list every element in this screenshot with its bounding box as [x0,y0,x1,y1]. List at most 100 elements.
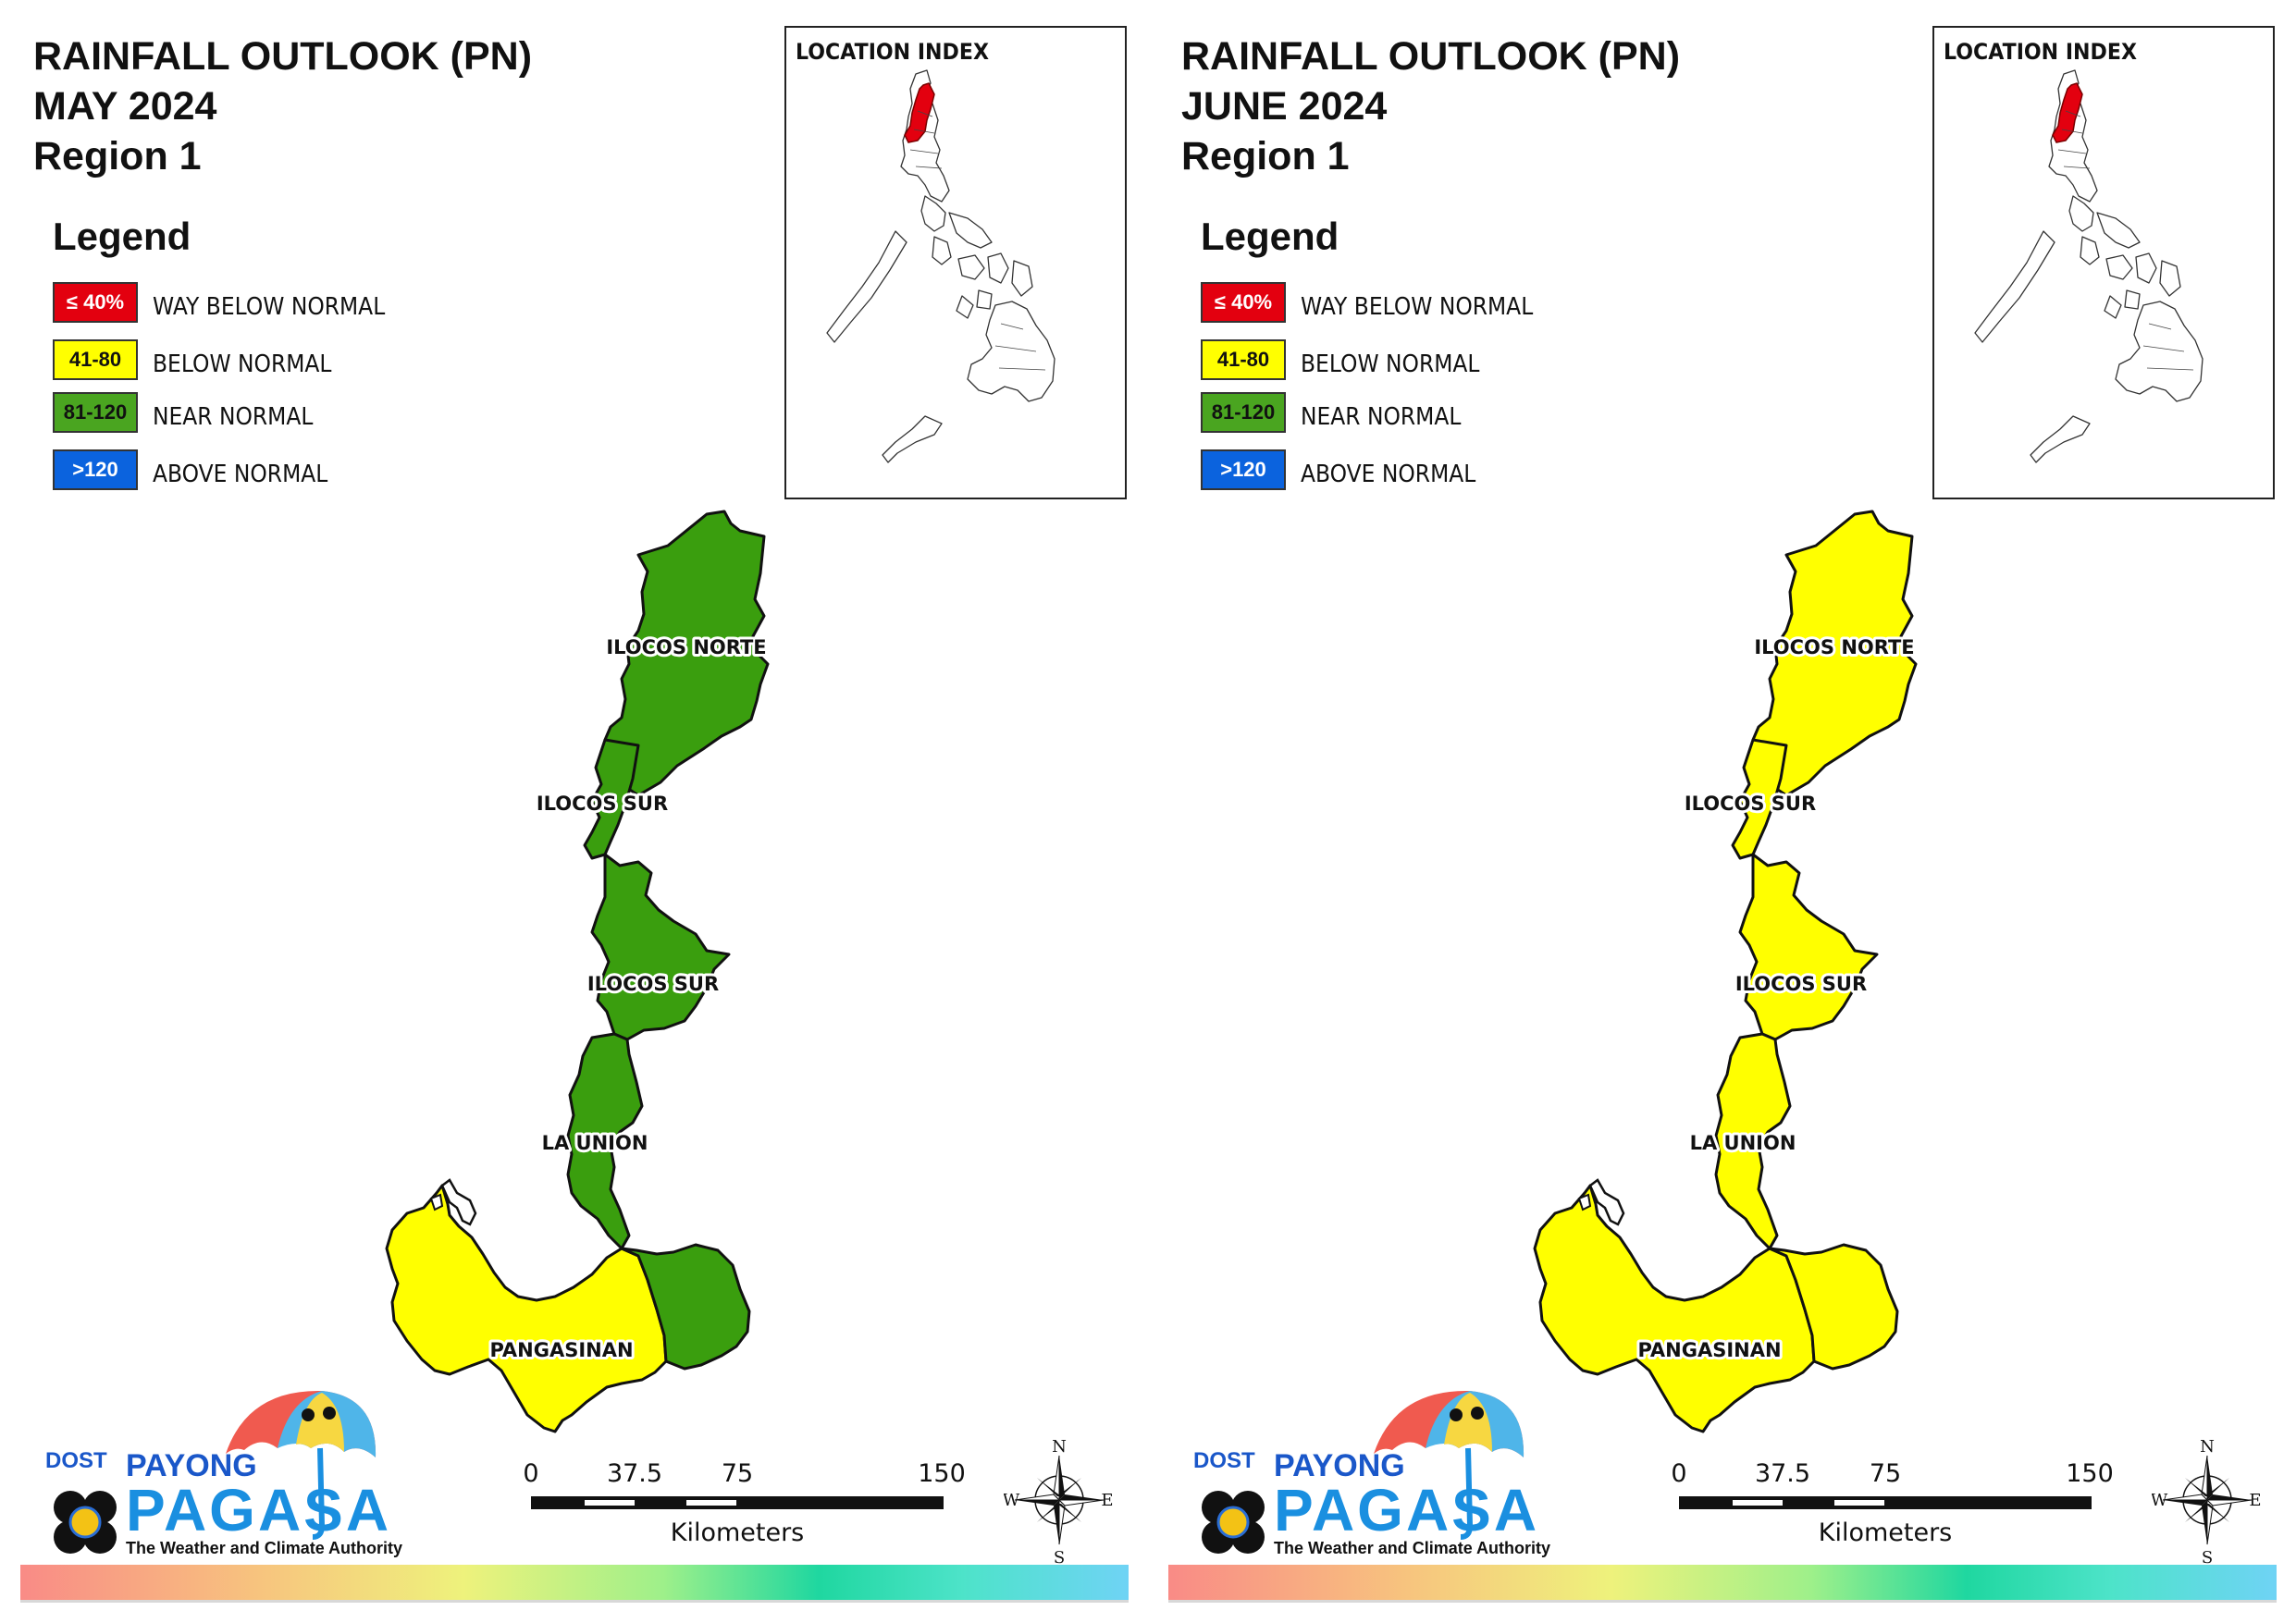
label-pangasinan: PANGASINAN [1637,1339,1781,1361]
legend-label: WAY BELOW NORMAL [153,293,386,321]
outlook-panel-june: RAINFALL OUTLOOK (PN) JUNE 2024 Region 1… [1148,0,2296,1623]
compass-w: W [1004,1491,1020,1510]
scale-bar: 0 37.5 75 150 Kilometers [518,1459,965,1552]
province-pangasinan-west [1533,1184,1816,1433]
compass-e: E [2249,1491,2261,1510]
outlook-panel-may: RAINFALL OUTLOOK (PN) MAY 2024 Region 1 … [20,26,1129,1603]
scale-tick-0: 0 [523,1459,539,1488]
footer-gradient-bar [1168,1565,2277,1600]
legend-heading: Legend [1201,215,1339,258]
legend-swatch: 81-120 [1201,392,1286,433]
scale-tick-1: 37.5 [606,1459,663,1488]
legend-swatch: 81-120 [53,392,138,433]
label-ilocos-norte: ILOCOS NORTE [606,636,766,658]
legend-heading: Legend [53,215,191,258]
label-ilocos-sur-1: ILOCOS SUR [537,793,668,815]
title-line-2: JUNE 2024 [1181,84,1388,129]
compass-n: N [1052,1437,1067,1457]
province-la-union [566,1032,644,1250]
umbrella-icon [54,1390,376,1554]
inset-title: LOCATION INDEX [1944,39,2137,65]
map-title: RAINFALL OUTLOOK (PN) MAY 2024 Region 1 [33,31,532,181]
location-index-inset: LOCATION INDEX [784,26,1127,499]
legend-swatch: >120 [53,449,138,490]
label-ilocos-sur-2: ILOCOS SUR [1735,973,1867,995]
inset-title: LOCATION INDEX [796,39,989,65]
logo-payong-text: PAYONG [1274,1448,1405,1483]
legend-swatch: >120 [1201,449,1286,490]
legend-swatch: 41-80 [1201,339,1286,380]
province-ilocos-sur-south [590,853,731,1041]
legend-label: ABOVE NORMAL [1301,461,1476,488]
logo-tagline: The Weather and Climate Authority [126,1539,403,1557]
scale-unit-label: Kilometers [1818,1518,1953,1547]
label-la-union: LA UNION [1690,1132,1796,1154]
compass-rose-icon: N S E W [1003,1437,1114,1568]
province-pangasinan-east [1768,1243,1899,1371]
province-ilocos-norte [603,510,770,797]
compass-rose-icon: N S E W [2151,1437,2262,1568]
region1-highlight [2052,82,2083,143]
footer-base-line [20,1600,1129,1603]
label-ilocos-sur-2: ILOCOS SUR [587,973,719,995]
province-ilocos-sur-south [1738,853,1879,1041]
scale-bar-graphic [1679,1496,2092,1509]
map-title: RAINFALL OUTLOOK (PN) JUNE 2024 Region 1 [1181,31,1680,181]
scale-tick-2: 75 [1869,1459,1902,1488]
label-ilocos-sur-1: ILOCOS SUR [1685,793,1816,815]
title-line-1: RAINFALL OUTLOOK (PN) [1181,34,1681,79]
label-pangasinan: PANGASINAN [489,1339,633,1361]
province-ilocos-sur-north [1731,738,1788,860]
province-la-union [1714,1032,1792,1250]
scale-bar: 0 37.5 75 150 Kilometers [1666,1459,2113,1552]
compass-w: W [2152,1491,2168,1510]
region-1-map: ILOCOS NORTE ILOCOS SUR ILOCOS SUR LA UN… [385,510,770,1433]
scale-bar-graphic [531,1496,944,1509]
scale-tick-1: 37.5 [1754,1459,1811,1488]
region1-highlight [904,82,935,143]
compass-e: E [1101,1491,1113,1510]
scale-tick-0: 0 [1671,1459,1687,1488]
legend-label: ABOVE NORMAL [153,461,328,488]
legend-swatch: 41-80 [53,339,138,380]
legend-label: BELOW NORMAL [1301,350,1480,378]
title-line-1: RAINFALL OUTLOOK (PN) [33,34,533,79]
philippines-inset-map [1974,69,2203,463]
logo-dost-text: DOST [1193,1448,1255,1473]
legend-label: BELOW NORMAL [153,350,332,378]
payong-pagasa-logo: DOST PAYONG PAGASA The Weather and Clima… [1181,1387,1550,1563]
province-pangasinan-west [385,1184,668,1433]
legend-swatch: ≤ 40% [1201,282,1286,323]
scale-tick-3: 150 [918,1459,966,1488]
logo-payong-text: PAYONG [126,1448,257,1483]
scale-tick-3: 150 [2066,1459,2114,1488]
north-arrow-compass: N S E W [1003,1435,1115,1568]
province-ilocos-norte [1751,510,1918,797]
province-ilocos-sur-north [583,738,640,860]
logo-pagasa-text: PAGASA [1274,1477,1540,1543]
scale-tick-2: 75 [721,1459,754,1488]
umbrella-icon [1202,1390,1524,1554]
title-line-3: Region 1 [1181,134,1350,178]
scale-unit-label: Kilometers [670,1518,805,1547]
compass-s: S [1054,1548,1065,1565]
logo-dost-text: DOST [45,1448,107,1473]
location-index-inset: LOCATION INDEX [1932,26,2275,499]
logo-tagline: The Weather and Climate Authority [1274,1539,1551,1557]
legend-swatch: ≤ 40% [53,282,138,323]
region-1-map: ILOCOS NORTE ILOCOS SUR ILOCOS SUR LA UN… [1533,510,1918,1433]
province-pangasinan-east [620,1243,751,1371]
legend-label: NEAR NORMAL [1301,403,1462,431]
north-arrow-compass: N S E W [2151,1435,2263,1568]
legend-label: NEAR NORMAL [153,403,314,431]
legend-label: WAY BELOW NORMAL [1301,293,1534,321]
title-line-3: Region 1 [33,134,202,178]
compass-n: N [2200,1437,2215,1457]
payong-pagasa-logo: DOST PAYONG PAGASA The Weather and Clima… [33,1387,402,1563]
footer-gradient-bar [20,1565,1129,1600]
label-la-union: LA UNION [542,1132,648,1154]
footer-base-line [1168,1600,2277,1603]
logo-pagasa-text: PAGASA [126,1477,392,1543]
compass-s: S [2202,1548,2213,1565]
label-ilocos-norte: ILOCOS NORTE [1754,636,1914,658]
